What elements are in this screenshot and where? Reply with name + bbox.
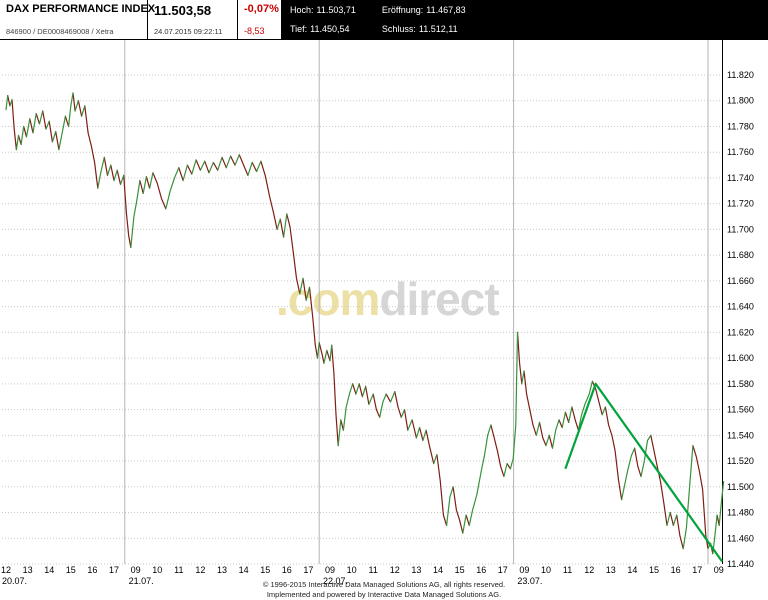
- svg-text:11: 11: [174, 565, 183, 575]
- change-cell: -0,07% -8,53: [238, 0, 282, 39]
- svg-text:15: 15: [260, 565, 270, 575]
- svg-text:13: 13: [411, 565, 421, 575]
- svg-text:17: 17: [109, 565, 119, 575]
- svg-text:21.07.: 21.07.: [129, 576, 154, 586]
- svg-text:11.560: 11.560: [727, 405, 754, 415]
- svg-text:13: 13: [606, 565, 616, 575]
- svg-text:11.440: 11.440: [727, 559, 754, 569]
- quote-header: DAX PERFORMANCE INDEX 846900 / DE0008469…: [0, 0, 768, 40]
- svg-text:11.460: 11.460: [727, 533, 754, 543]
- change-absolute: -8,53: [244, 26, 265, 36]
- svg-text:17: 17: [498, 565, 508, 575]
- svg-text:20.07.: 20.07.: [2, 576, 27, 586]
- price-chart-svg: 11.820 11.800 11.780 11.760 11.740 11.720 11.7…: [1, 40, 754, 586]
- svg-text:11.500: 11.500: [727, 482, 754, 492]
- svg-text:14: 14: [44, 565, 54, 575]
- stat-open: Eröffnung: 11.467,83: [381, 5, 466, 15]
- svg-text:10: 10: [541, 565, 551, 575]
- chart-area: .comdirect 11.820 11.800 11.780 11.760 11.74…: [0, 40, 768, 600]
- svg-text:15: 15: [455, 565, 465, 575]
- svg-text:14: 14: [239, 565, 249, 575]
- svg-text:09: 09: [131, 565, 141, 575]
- svg-text:11.520: 11.520: [727, 456, 754, 466]
- last-price: 11.503,58: [154, 3, 212, 18]
- svg-text:10: 10: [152, 565, 162, 575]
- instrument-cell: DAX PERFORMANCE INDEX 846900 / DE0008469…: [0, 0, 156, 39]
- svg-text:11.720: 11.720: [727, 199, 754, 209]
- svg-text:11.580: 11.580: [727, 379, 754, 389]
- stat-high: Hoch: 11.503,71: [290, 5, 356, 15]
- svg-text:13: 13: [23, 565, 33, 575]
- svg-text:11.480: 11.480: [727, 508, 754, 518]
- svg-text:23.07.: 23.07.: [517, 576, 542, 586]
- change-percent: -0,07%: [244, 3, 279, 15]
- copyright-line: © 1996-2015 Interactive Data Managed Sol…: [262, 580, 506, 590]
- svg-text:11: 11: [369, 565, 378, 575]
- price-cell: 11.503,58 24.07.2015 09:22:11: [148, 0, 238, 39]
- svg-text:11.820: 11.820: [727, 70, 754, 80]
- svg-text:11.740: 11.740: [727, 173, 754, 183]
- svg-text:11.600: 11.600: [727, 353, 754, 363]
- instrument-name: DAX PERFORMANCE INDEX: [6, 3, 156, 15]
- svg-text:10: 10: [347, 565, 357, 575]
- instrument-identifiers: 846900 / DE0008469008 / Xetra: [6, 27, 114, 36]
- svg-text:15: 15: [649, 565, 659, 575]
- svg-text:11.700: 11.700: [727, 224, 754, 234]
- svg-text:16: 16: [282, 565, 292, 575]
- svg-text:11.660: 11.660: [727, 276, 754, 286]
- powered-by-line: Implemented and powered by Interactive D…: [266, 589, 502, 599]
- watermark-com: .com: [276, 273, 380, 325]
- watermark-direct: direct: [379, 273, 499, 325]
- svg-text:16: 16: [476, 565, 486, 575]
- comdirect-watermark: .comdirect: [276, 272, 500, 326]
- quote-timestamp: 24.07.2015 09:22:11: [154, 27, 223, 36]
- svg-text:15: 15: [66, 565, 76, 575]
- svg-text:13: 13: [217, 565, 227, 575]
- svg-text:11.780: 11.780: [727, 121, 754, 131]
- svg-text:17: 17: [692, 565, 702, 575]
- stat-close: Schluss: 11.512,11: [381, 24, 458, 34]
- svg-text:14: 14: [627, 565, 637, 575]
- ohlc-stats-panel: Hoch: 11.503,71 Eröffnung: 11.467,83 Tief:…: [282, 0, 768, 39]
- svg-text:11.680: 11.680: [727, 250, 754, 260]
- stat-low: Tief: 11.450,54: [290, 24, 350, 34]
- svg-text:11: 11: [563, 565, 572, 575]
- svg-text:12: 12: [195, 565, 205, 575]
- svg-text:17: 17: [303, 565, 313, 575]
- svg-text:11.640: 11.640: [727, 302, 754, 312]
- svg-text:22.07.: 22.07.: [323, 576, 348, 586]
- chart-footer: © 1996-2015 Interactive Data Managed Sol…: [0, 580, 768, 599]
- svg-text:12: 12: [390, 565, 400, 575]
- svg-text:09: 09: [714, 565, 724, 575]
- svg-text:16: 16: [87, 565, 97, 575]
- svg-text:11.760: 11.760: [727, 147, 754, 157]
- svg-text:11.800: 11.800: [727, 96, 754, 106]
- svg-text:11.540: 11.540: [727, 430, 754, 440]
- svg-text:09: 09: [519, 565, 529, 575]
- svg-text:09: 09: [325, 565, 335, 575]
- svg-text:16: 16: [671, 565, 681, 575]
- svg-text:12: 12: [584, 565, 594, 575]
- svg-text:12: 12: [1, 565, 11, 575]
- svg-text:11.620: 11.620: [727, 327, 754, 337]
- svg-text:14: 14: [433, 565, 443, 575]
